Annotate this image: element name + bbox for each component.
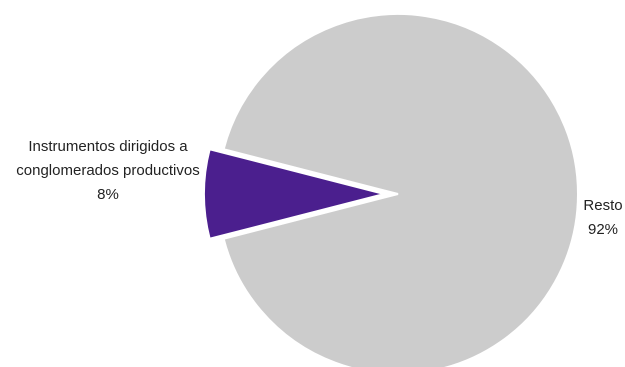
slice-value-conglomerados: 8% bbox=[97, 186, 119, 203]
pie-slice-conglomerados bbox=[203, 148, 385, 240]
slice-label-conglomerados-line2: conglomerados productivos bbox=[16, 162, 199, 179]
slice-label-conglomerados-line1: Instrumentos dirigidos a bbox=[28, 138, 188, 155]
slice-label-resto: Resto bbox=[583, 197, 622, 214]
pie-slices bbox=[203, 13, 579, 367]
slice-value-resto: 92% bbox=[588, 221, 618, 238]
pie-slice-resto bbox=[222, 13, 579, 367]
